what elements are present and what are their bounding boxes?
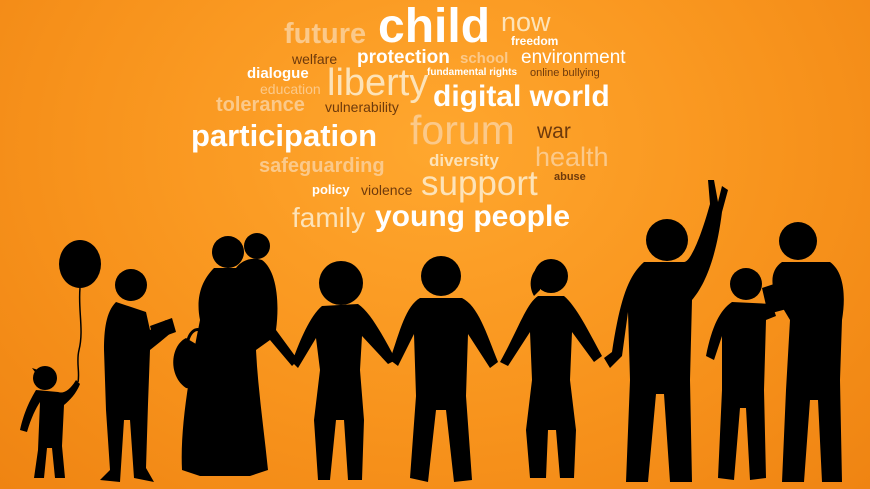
word-participation: participation <box>191 118 378 153</box>
word-young-people: young people <box>375 200 570 233</box>
word-digital-world: digital world <box>433 80 610 113</box>
teen-boy-silhouette <box>390 256 498 482</box>
word-health: health <box>535 142 609 172</box>
word-dialogue: dialogue <box>247 65 309 82</box>
small-boy-silhouette <box>706 268 776 480</box>
word-safeguarding: safeguarding <box>259 155 385 177</box>
boy-reading-silhouette <box>100 269 176 482</box>
word-child: child <box>378 0 491 53</box>
word-protection: protection <box>357 47 450 68</box>
word-family: family <box>292 202 366 233</box>
word-vulnerability: vulnerability <box>325 99 399 115</box>
mother-with-child-silhouette <box>173 233 298 476</box>
man-reading-silhouette <box>762 222 844 482</box>
word-forum: forum <box>410 107 515 153</box>
word-welfare: welfare <box>292 51 338 67</box>
girl-curly-hair-silhouette <box>292 261 396 480</box>
word-school: school <box>460 50 509 67</box>
word-support: support <box>421 164 538 203</box>
word-tolerance: tolerance <box>216 94 305 116</box>
word-fundamental-rights: fundamental rights <box>427 67 518 78</box>
word-freedom: freedom <box>511 34 559 48</box>
word-diversity: diversity <box>429 151 499 170</box>
word-future: future <box>284 18 367 50</box>
word-now: now <box>501 7 551 37</box>
word-policy: policy <box>312 182 350 197</box>
word-education: education <box>260 81 321 97</box>
word-violence: violence <box>361 182 413 198</box>
word-environment: environment <box>521 47 626 68</box>
word-online-bullying: online bullying <box>530 67 600 79</box>
girl-ponytail-silhouette <box>500 259 602 478</box>
balloon-icon <box>59 240 101 383</box>
word-war: war <box>537 120 571 143</box>
man-raised-hand-silhouette <box>604 180 728 482</box>
word-abuse: abuse <box>554 171 586 183</box>
word-liberty: liberty <box>327 62 429 104</box>
toddler-silhouette <box>20 366 80 478</box>
